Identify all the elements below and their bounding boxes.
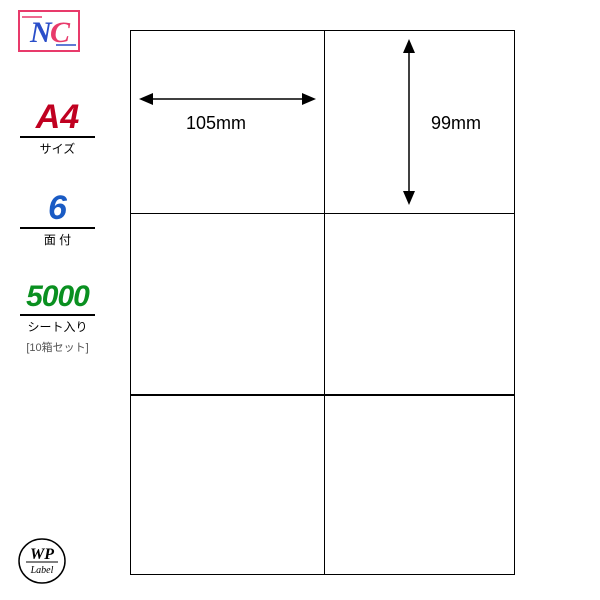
spec-size: A4 サイズ (20, 100, 95, 157)
spec-size-label: サイズ (20, 140, 95, 157)
svg-text:Label: Label (30, 565, 54, 576)
spec-faces: 6 面 付 (20, 191, 95, 248)
spec-faces-label: 面 付 (20, 231, 95, 248)
spec-sheets-value: 5000 (20, 282, 95, 312)
svg-text:C: C (50, 16, 71, 49)
dim-height-arrow (401, 39, 417, 205)
svg-text:WP: WP (30, 546, 54, 563)
grid-hline (131, 213, 514, 215)
spec-size-value: A4 (20, 100, 95, 134)
grid-hline (131, 394, 514, 396)
spec-sheets-label: シート入り (20, 318, 95, 335)
dim-width-arrow (139, 91, 316, 107)
spec-faces-value: 6 (20, 191, 95, 225)
spec-sheets: 5000 シート入り [10箱セット] (20, 282, 95, 355)
spec-sheets-note: [10箱セット] (20, 339, 95, 355)
label-grid-diagram: 105mm 99mm (130, 30, 515, 575)
dim-width-label: 105mm (186, 113, 246, 134)
logo-wp: WP Label (18, 537, 66, 590)
logo-nc: N C (18, 10, 80, 57)
dim-height-label: 99mm (431, 113, 481, 134)
grid-vline (324, 31, 326, 574)
